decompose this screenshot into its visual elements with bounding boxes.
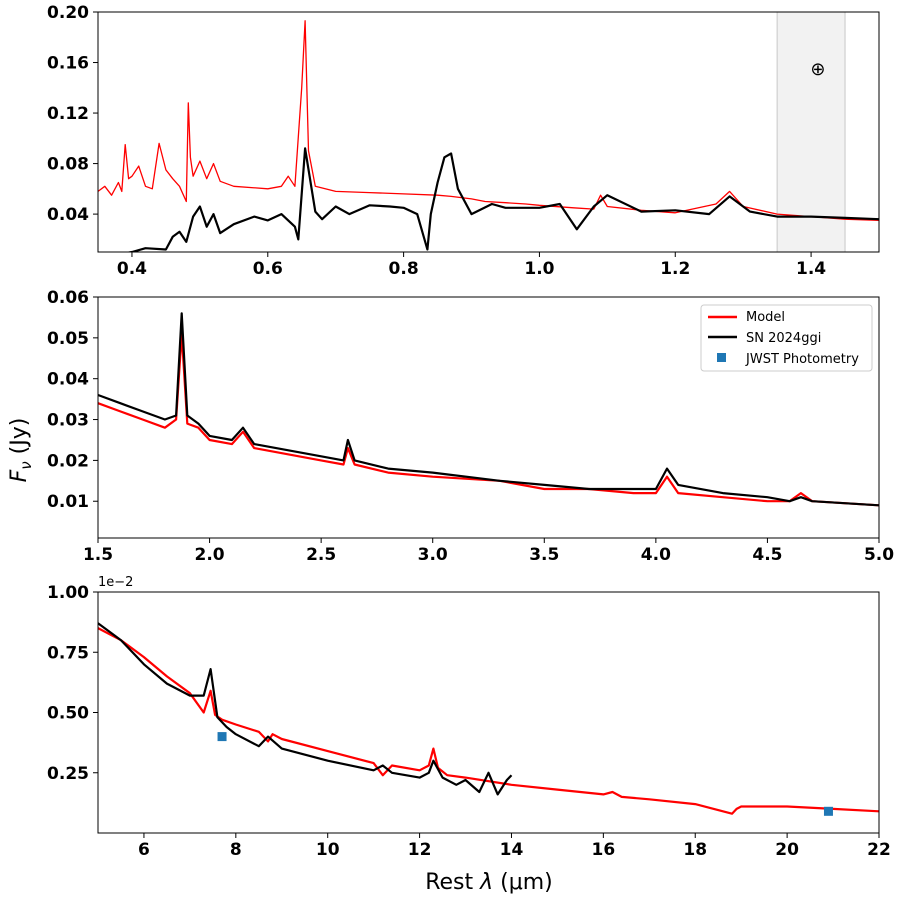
x-tick-label: 14 [500, 840, 524, 860]
x-tick-label: 0.6 [253, 259, 283, 279]
panel-middle: 1.5 2.0 2.5 3.0 3.5 4.0 4.5 5.0 0.01 0.02 0.03 0.04… [47, 288, 894, 565]
y-tick-label: 0.01 [47, 492, 89, 512]
series-model-line [98, 20, 879, 222]
x-tick-label: 4.5 [752, 545, 782, 565]
panel-bottom: 6 8 10 12 14 16 18 20 22 0.25 0.50 0.75 1.00 [47, 583, 891, 860]
y-tick-label: 0.04 [47, 205, 89, 225]
x-tick-label: 0.4 [117, 259, 147, 279]
x-tick-label: 6 [138, 840, 150, 860]
y-tick-label: 0.03 [47, 411, 89, 431]
x-tick-label: 1.4 [796, 259, 826, 279]
y-tick-label: 0.02 [47, 451, 89, 471]
legend-frame [700, 304, 873, 372]
earth-symbol: ⊕ [810, 59, 825, 80]
legend-photometry-label: JWST Photometry [745, 352, 859, 367]
x-tick-label: 3.0 [418, 545, 448, 565]
x-tick-label: 3.5 [529, 545, 559, 565]
x-tick-label: 18 [683, 840, 707, 860]
x-tick-label: 10 [316, 840, 340, 860]
legend-model-label: Model [746, 310, 785, 325]
y-tick-label: 0.08 [47, 155, 89, 175]
y-tick-label: 1.00 [47, 583, 89, 603]
x-tick-label: 16 [592, 840, 616, 860]
y-tick-label: 0.20 [47, 3, 89, 23]
y-offset-text: 1e−2 [98, 575, 133, 590]
series-sn-2024ggi-line [125, 147, 879, 252]
series-sn-2024ggi-line [98, 622, 513, 796]
axes-frame [97, 11, 880, 253]
series-sn-2024ggi-line [98, 312, 879, 507]
x-tick-label: 2.0 [195, 545, 225, 565]
axes-frame [97, 296, 880, 539]
x-tick-label: 5.0 [864, 545, 894, 565]
x-tick-label: 0.8 [389, 259, 419, 279]
series-model-line [98, 627, 879, 815]
panel-top: ⊕ 0.4 0.6 0.8 1.0 1.2 1.4 0.04 0.08 0.12 0.16 0.20 [47, 3, 880, 279]
y-tick-label: 0.04 [47, 370, 89, 390]
legend-sn-label: SN 2024ggi [746, 331, 821, 346]
series-model-line [98, 332, 879, 507]
plot-area [98, 312, 879, 507]
telluric-band [776, 12, 846, 252]
y-tick-label: 0.50 [47, 704, 89, 724]
y-axis-label: Fν (Jy) [7, 418, 35, 483]
y-tick-label: 0.12 [47, 104, 89, 124]
y-tick-label: 0.75 [47, 643, 89, 663]
x-tick-label: 8 [230, 840, 242, 860]
x-tick-label: 1.0 [524, 259, 554, 279]
x-axis-label: Rest λ (μm) [425, 870, 553, 895]
legend: Model SN 2024ggi JWST Photometry [700, 304, 873, 372]
x-tick-label: 2.5 [306, 545, 336, 565]
y-tick-label: 0.16 [47, 54, 89, 74]
plot-area [98, 622, 879, 816]
y-tick-label: 0.06 [47, 288, 89, 308]
x-tick-label: 1.5 [83, 545, 113, 565]
y-tick-label: 0.25 [47, 764, 89, 784]
photometry-point [217, 732, 227, 742]
plot-area [98, 12, 879, 252]
x-tick-label: 4.0 [641, 545, 671, 565]
x-tick-label: 1.2 [660, 259, 690, 279]
legend-photometry-swatch [717, 353, 726, 362]
x-tick-label: 20 [775, 840, 799, 860]
x-tick-label: 12 [408, 840, 432, 860]
x-tick-label: 22 [867, 840, 891, 860]
photometry-point [823, 806, 833, 816]
y-tick-label: 0.05 [47, 329, 89, 349]
